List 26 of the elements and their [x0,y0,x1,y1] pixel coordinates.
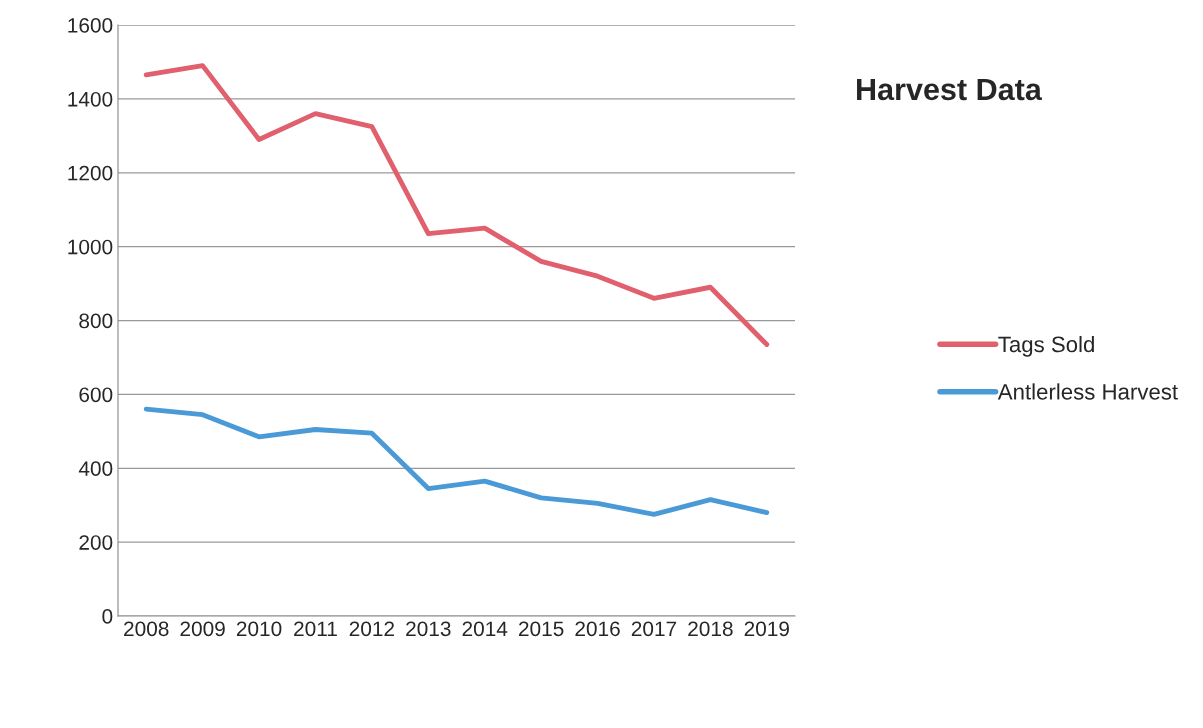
x-tick-label: 2019 [744,621,789,637]
x-tick-label: 2016 [575,621,620,637]
y-tick-label: 1000 [68,239,113,255]
y-tick-label: 800 [79,313,113,329]
x-tick-label: 2008 [124,621,169,637]
y-tick-label: 0 [102,609,113,624]
y-tick-label: 1600 [68,18,113,33]
text: Harvest Data [857,78,1043,101]
x-tick-label: 2018 [688,621,733,637]
x-tick-label: 2009 [180,621,225,637]
x-tick-label: 2013 [406,621,451,637]
x-tick-label: 2017 [631,621,677,637]
x-tick-label: 2010 [236,621,282,637]
y-tick-label: 1200 [68,165,113,181]
line-series [143,406,770,517]
x-tick-label: 2014 [462,621,508,637]
x-tick-label: 2012 [349,621,394,637]
x-tick-label: 2011 [294,621,337,637]
legend-label: Tags Sold [998,335,1094,357]
x-tick-label: 2015 [519,621,564,637]
y-tick-label: 1400 [68,91,113,107]
y-tick-label: 600 [79,387,113,403]
y-tick-label: 400 [78,461,113,476]
legend-label: Antlerless Harvest [997,383,1178,400]
y-tick-label: 200 [79,535,113,550]
line-series [143,63,770,347]
